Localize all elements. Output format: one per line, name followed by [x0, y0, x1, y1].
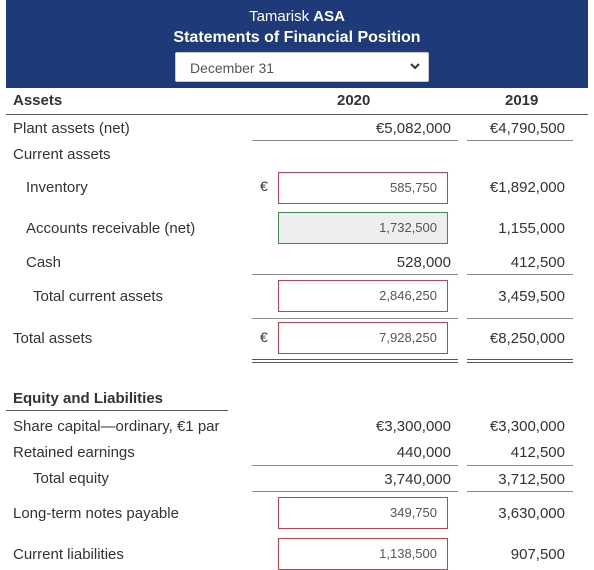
total-equity-label: Total equity: [33, 470, 109, 487]
share-capital-2020: €3,300,000: [375, 418, 451, 435]
cash-label: Cash: [26, 254, 62, 271]
total-assets-double-underline-2019: [467, 362, 573, 363]
total-equity-2019: 3,712,500: [498, 471, 565, 488]
total-assets-underline-2020: [252, 359, 458, 360]
long-term-notes-label: Long-term notes payable: [13, 505, 179, 522]
inventory-currency: €: [260, 178, 268, 194]
tca-underline-2019: [467, 318, 573, 319]
header-divider: [6, 114, 588, 115]
chevron-down-icon: [408, 59, 422, 78]
total-assets-double-underline-2020: [252, 362, 458, 363]
te-underline-2019: [467, 491, 573, 492]
current-assets-heading: Current assets: [13, 146, 111, 163]
total-current-assets-input[interactable]: 2,846,250: [278, 280, 448, 312]
cash-2020: 528,000: [396, 254, 451, 271]
total-assets-2019: €8,250,000: [489, 330, 565, 347]
retained-earnings-2020: 440,000: [396, 444, 451, 461]
inventory-label: Inventory: [26, 179, 88, 196]
inventory-2019: €1,892,000: [489, 179, 565, 196]
total-equity-2020: 3,740,000: [384, 471, 451, 488]
accounts-receivable-2019: 1,155,000: [498, 220, 565, 237]
total-assets-input[interactable]: 7,928,250: [278, 322, 448, 354]
date-select[interactable]: December 31: [175, 52, 429, 82]
accounts-receivable-label: Accounts receivable (net): [26, 220, 196, 237]
current-liabilities-2019: 907,500: [510, 546, 565, 563]
plant-assets-2020: €5,082,000: [375, 120, 451, 137]
cash-underline-2019: [467, 274, 573, 275]
date-select-value: December 31: [190, 60, 275, 76]
equity-liabilities-heading: Equity and Liabilities: [13, 390, 164, 407]
total-assets-underline-2019: [467, 359, 573, 360]
company-name: Tamarisk ASA: [249, 8, 345, 25]
re-underline-2019: [467, 465, 573, 466]
cash-underline-2020: [252, 274, 458, 275]
plant-assets-label: Plant assets (net): [13, 120, 130, 137]
cash-2019: 412,500: [510, 254, 565, 271]
inventory-input[interactable]: 585,750: [278, 172, 448, 204]
year-2019-header: 2019: [505, 92, 539, 109]
share-capital-2019: €3,300,000: [489, 418, 565, 435]
total-assets-label: Total assets: [13, 330, 93, 347]
re-underline-2020: [252, 465, 458, 466]
total-current-assets-2019: 3,459,500: [498, 288, 565, 305]
tca-underline-2020: [252, 318, 458, 319]
statement-title: Statements of Financial Position: [173, 29, 421, 46]
plant-underline-2020: [252, 140, 458, 141]
te-underline-2020: [252, 491, 458, 492]
year-2020-header: 2020: [337, 92, 371, 109]
assets-heading: Assets: [13, 92, 63, 109]
accounts-receivable-input[interactable]: 1,732,500: [278, 212, 448, 244]
equity-heading-underline: [6, 410, 228, 411]
current-liabilities-input[interactable]: 1,138,500: [278, 538, 448, 570]
retained-earnings-2019: 412,500: [510, 444, 565, 461]
long-term-notes-input[interactable]: 349,750: [278, 497, 448, 529]
share-capital-label: Share capital—ordinary, €1 par: [13, 418, 220, 435]
plant-assets-2019: €4,790,500: [489, 120, 565, 137]
total-assets-currency: €: [260, 329, 268, 345]
retained-earnings-label: Retained earnings: [13, 444, 135, 461]
statement-header: Tamarisk ASA Statements of Financial Pos…: [6, 0, 588, 88]
long-term-notes-2019: 3,630,000: [498, 505, 565, 522]
plant-underline-2019: [467, 140, 573, 141]
total-current-assets-label: Total current assets: [33, 288, 164, 305]
current-liabilities-label: Current liabilities: [13, 546, 124, 563]
